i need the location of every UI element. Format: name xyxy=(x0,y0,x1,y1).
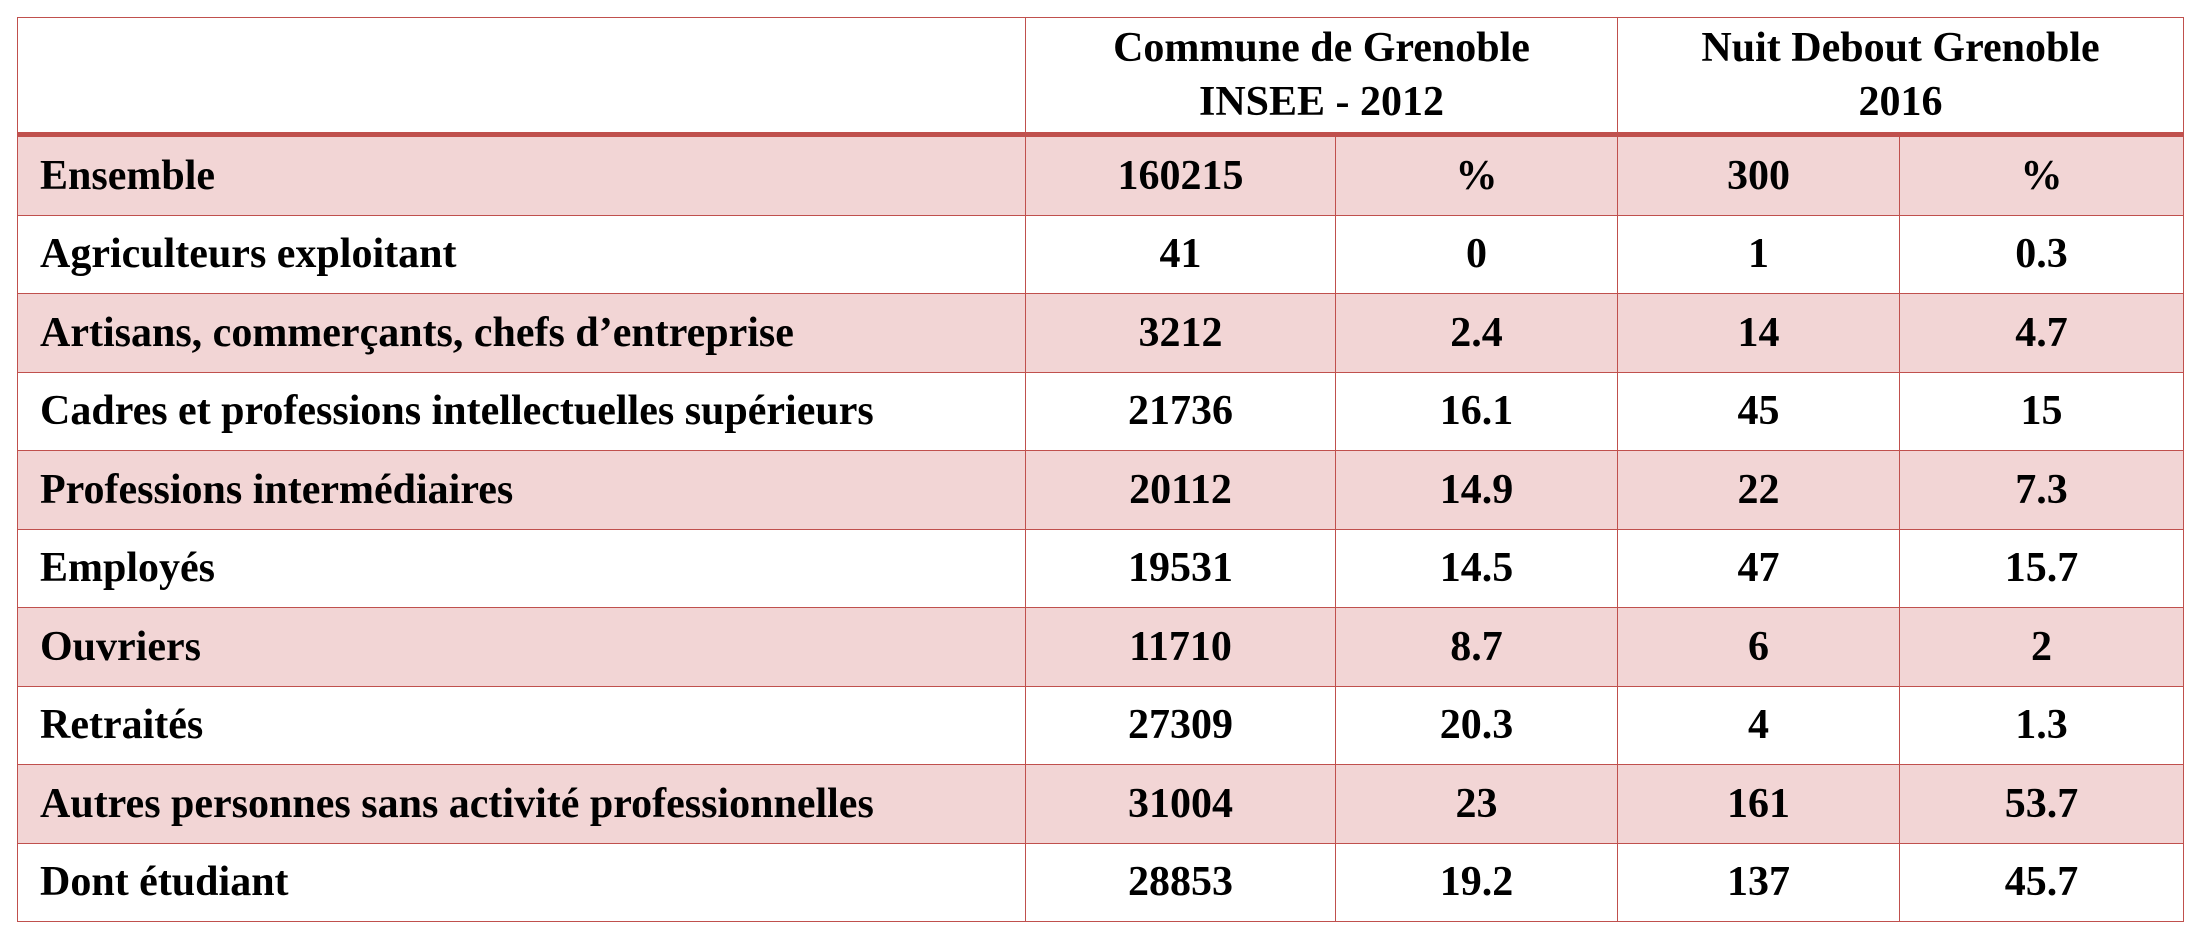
header-nuit-line1: Nuit Debout Grenoble xyxy=(1701,25,2100,71)
commune-percent-cell: 20.3 xyxy=(1334,685,1619,765)
table-row: Professions intermédiaires 20112 14.9 22 7.3 xyxy=(17,450,2185,530)
nuit-count-cell: 137 xyxy=(1617,842,1901,922)
commune-percent-cell: 14.5 xyxy=(1334,528,1619,608)
nuit-count-cell: 14 xyxy=(1617,293,1901,373)
commune-count-cell: 21736 xyxy=(1025,371,1336,451)
table-header-row: Commune de Grenoble INSEE - 2012 Nuit De… xyxy=(17,17,2185,137)
row-label-cell: Cadres et professions intellectuelles su… xyxy=(17,371,1026,451)
commune-percent-cell: 16.1 xyxy=(1334,371,1619,451)
header-nuit-debout: Nuit Debout Grenoble 2016 xyxy=(1617,17,2185,137)
row-label-cell: Dont étudiant xyxy=(17,842,1026,922)
commune-count-cell: 41 xyxy=(1025,214,1336,294)
commune-count-cell: 28853 xyxy=(1025,842,1336,922)
table-row: Autres personnes sans activité professio… xyxy=(17,764,2185,844)
nuit-percent-cell: % xyxy=(1899,134,2185,216)
table-row: Ensemble 160215% 300% xyxy=(17,134,2185,216)
row-label-cell: Artisans, commerçants, chefs d’entrepris… xyxy=(17,293,1026,373)
nuit-percent-cell: 1.3 xyxy=(1899,685,2185,765)
header-commune-grenoble: Commune de Grenoble INSEE - 2012 xyxy=(1024,17,1619,137)
nuit-count-cell: 4 xyxy=(1617,685,1901,765)
commune-percent-cell: 14.9 xyxy=(1334,450,1619,530)
table-row: Retraités 27309 20.3 4 1.3 xyxy=(17,685,2185,765)
table-row: Employés 19531 14.5 47 15.7 xyxy=(17,528,2185,608)
commune-count-cell: 160215 xyxy=(1025,134,1336,216)
commune-percent-cell: 19.2 xyxy=(1334,842,1619,922)
commune-percent-cell: 23 xyxy=(1334,764,1619,844)
commune-percent-cell: % xyxy=(1334,134,1619,216)
nuit-percent-cell: 0.3 xyxy=(1899,214,2185,294)
data-table: Commune de Grenoble INSEE - 2012 Nuit De… xyxy=(17,17,2185,922)
nuit-percent-cell: 7.3 xyxy=(1899,450,2185,530)
row-label-cell: Professions intermédiaires xyxy=(17,450,1026,530)
nuit-percent-cell: 4.7 xyxy=(1899,293,2185,373)
table-row: Cadres et professions intellectuelles su… xyxy=(17,371,2185,451)
commune-percent-cell: 2.4 xyxy=(1334,293,1619,373)
commune-count-cell: 20112 xyxy=(1025,450,1336,530)
row-label-cell: Employés xyxy=(17,528,1026,608)
table-row: Artisans, commerçants, chefs d’entrepris… xyxy=(17,293,2185,373)
nuit-percent-cell: 53.7 xyxy=(1899,764,2185,844)
nuit-count-cell: 161 xyxy=(1617,764,1901,844)
row-label-cell: Agriculteurs exploitant xyxy=(17,214,1026,294)
header-nuit-line2: 2016 xyxy=(1858,79,1943,125)
nuit-count-cell: 47 xyxy=(1617,528,1901,608)
table-body: Ensemble 160215% 300% Agriculteurs exploita… xyxy=(17,134,2185,922)
data-table-container: Commune de Grenoble INSEE - 2012 Nuit De… xyxy=(17,17,2185,922)
nuit-count-cell: 1 xyxy=(1617,214,1901,294)
table-row: Ouvriers 11710 8.7 6 2 xyxy=(17,607,2185,687)
commune-count-cell: 31004 xyxy=(1025,764,1336,844)
nuit-count-cell: 45 xyxy=(1617,371,1901,451)
row-label-cell: Ouvriers xyxy=(17,607,1026,687)
nuit-count-cell: 22 xyxy=(1617,450,1901,530)
commune-count-cell: 19531 xyxy=(1025,528,1336,608)
nuit-percent-cell: 45.7 xyxy=(1899,842,2185,922)
header-blank-cell xyxy=(17,17,1026,137)
table-row: Dont étudiant 28853 19.2 137 45.7 xyxy=(17,842,2185,922)
table-row: Agriculteurs exploitant 41 0 1 0.3 xyxy=(17,214,2185,294)
row-label-cell: Retraités xyxy=(17,685,1026,765)
nuit-percent-cell: 2 xyxy=(1899,607,2185,687)
row-label-cell: Autres personnes sans activité professio… xyxy=(17,764,1026,844)
row-label-cell: Ensemble xyxy=(17,134,1026,216)
nuit-count-cell: 6 xyxy=(1617,607,1901,687)
commune-count-cell: 27309 xyxy=(1025,685,1336,765)
nuit-count-cell: 300 xyxy=(1617,134,1901,216)
commune-count-cell: 11710 xyxy=(1025,607,1336,687)
commune-percent-cell: 8.7 xyxy=(1334,607,1619,687)
nuit-percent-cell: 15.7 xyxy=(1899,528,2185,608)
commune-percent-cell: 0 xyxy=(1334,214,1619,294)
header-commune-line2: INSEE - 2012 xyxy=(1198,79,1445,125)
header-commune-line1: Commune de Grenoble xyxy=(1113,25,1530,71)
nuit-percent-cell: 15 xyxy=(1899,371,2185,451)
commune-count-cell: 3212 xyxy=(1025,293,1336,373)
